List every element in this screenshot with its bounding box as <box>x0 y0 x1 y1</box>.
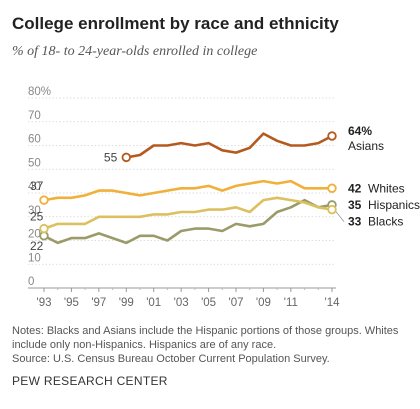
series-end-value: 33 <box>348 215 362 229</box>
series-end-name: Hispanics <box>368 198 420 212</box>
notes-text: Notes: Blacks and Asians include the His… <box>12 325 399 351</box>
x-tick-label: '05 <box>201 297 216 309</box>
x-tick-label: '09 <box>256 297 271 309</box>
series-end-point <box>327 131 337 141</box>
x-tick-label: '97 <box>91 297 106 309</box>
series-end-name: Asians <box>348 139 384 153</box>
series-leader-line <box>335 211 345 222</box>
series-end-value: 64% <box>348 124 372 138</box>
series-end-point <box>327 204 337 215</box>
series-start-label: 22 <box>30 239 44 253</box>
grid-layer <box>28 97 336 265</box>
series-end-name: Whites <box>368 181 405 195</box>
series-line-blacks <box>42 196 334 230</box>
series-start-point <box>39 195 49 205</box>
line-chart: 80% 70 60 50 40 30 20 10 0'93 '95 '97 '99 '01 '03 '05 '… <box>28 86 420 309</box>
y-tick-label: 10 <box>28 252 41 264</box>
series-line-hispanics <box>42 198 334 245</box>
series-layer <box>39 131 337 245</box>
series-start-point <box>39 223 49 234</box>
series-end-point <box>327 183 337 193</box>
series-start-label: 55 <box>104 150 118 164</box>
footer-org: PEW RESEARCH CENTER <box>12 374 168 388</box>
axis-layer: 80% 70 60 50 40 30 20 10 0'93 '95 '97 '99 '01 '03 '05 '… <box>28 86 340 309</box>
x-tick-label: '01 <box>146 297 161 309</box>
series-line-asians <box>125 132 334 159</box>
x-tick-label: '95 <box>64 297 79 309</box>
series-start-label: 25 <box>30 210 44 224</box>
chart-subtitle: % of 18- to 24-year-olds enrolled in col… <box>12 44 258 59</box>
chart-title: College enrollment by race and ethnicity <box>12 14 339 33</box>
label-layer: 55 37 22 25 64%Asians 42 Whites 35 Hispanics 33 Bl… <box>30 124 420 253</box>
x-tick-label: '03 <box>174 297 189 309</box>
series-end-value: 42 <box>348 181 362 195</box>
series-start-point <box>121 152 131 163</box>
y-tick-label: 20 <box>28 229 41 241</box>
y-tick-label: 40 <box>28 181 41 193</box>
series-start-label: 37 <box>30 179 44 193</box>
series-line-whites <box>42 179 334 202</box>
y-tick-label: 60 <box>28 134 41 146</box>
x-tick-label: '99 <box>119 297 134 309</box>
y-tick-label: 80% <box>28 86 51 98</box>
x-tick-label: '93 <box>37 297 52 309</box>
x-tick-label: '07 <box>229 297 244 309</box>
chart-notes: Notes: Blacks and Asians include the His… <box>12 324 412 366</box>
y-tick-label: 50 <box>28 157 41 169</box>
series-end-value: 35 <box>348 198 362 212</box>
x-tick-label: '11 <box>284 297 298 309</box>
y-tick-label: 70 <box>28 110 41 122</box>
y-tick-label: 0 <box>28 276 34 288</box>
source-text: Source: U.S. Census Bureau October Curre… <box>12 353 330 365</box>
x-tick-label: '14 <box>325 297 341 309</box>
y-tick-label: 30 <box>28 205 41 217</box>
series-end-name: Blacks <box>368 215 403 229</box>
